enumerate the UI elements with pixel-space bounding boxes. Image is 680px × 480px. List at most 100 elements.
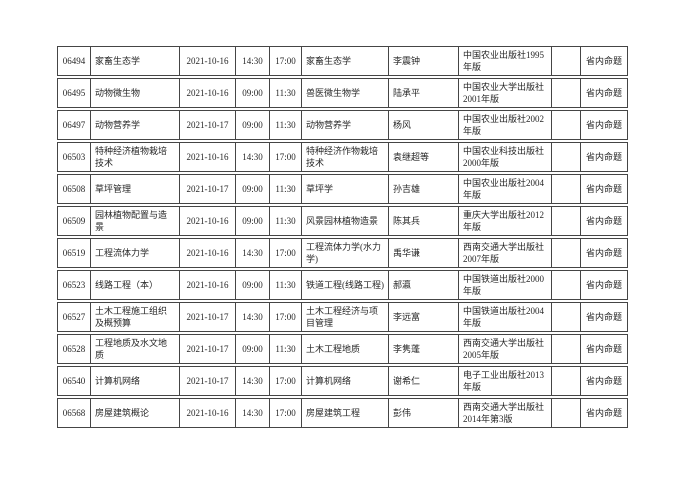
cell-publisher: 中国农业大学出版社2001年版 [458, 78, 551, 108]
cell-exam-mode: 省内命题 [580, 302, 628, 332]
cell-author: 郝瀛 [388, 270, 458, 300]
table-row: 06540 计算机网络 2021-10-17 14:30 17:00 计算机网络 谢希仁 电子… [57, 366, 628, 396]
cell-exam-date: 2021-10-17 [179, 110, 235, 140]
cell-course-name: 园林植物配置与造景 [90, 206, 179, 236]
cell-start-time: 09:00 [235, 206, 269, 236]
cell-exam-date: 2021-10-16 [179, 46, 235, 76]
exam-schedule-table: 06494 家畜生态学 2021-10-16 14:30 17:00 家畜生态学 李震钟 中国… [57, 44, 628, 430]
cell-exam-mode: 省内命题 [580, 334, 628, 364]
cell-end-time: 17:00 [269, 142, 301, 172]
cell-author: 陈其兵 [388, 206, 458, 236]
cell-course-code: 06568 [57, 398, 90, 428]
cell-blank [551, 206, 580, 236]
cell-textbook-name: 兽医微生物学 [301, 78, 388, 108]
table-row: 06527 土木工程施工组织及概预算 2021-10-17 14:30 17:00 土木工… [57, 302, 628, 332]
cell-textbook-name: 土木工程经济与项目管理 [301, 302, 388, 332]
cell-start-time: 14:30 [235, 238, 269, 268]
cell-exam-date: 2021-10-16 [179, 270, 235, 300]
table-row: 06519 工程流体力学 2021-10-16 14:30 17:00 工程流体力学(水力… [57, 238, 628, 268]
cell-exam-mode: 省内命题 [580, 206, 628, 236]
cell-exam-mode: 省内命题 [580, 142, 628, 172]
cell-blank [551, 334, 580, 364]
table-row: 06495 动物微生物 2021-10-16 09:00 11:30 兽医微生物学 陆承平中… [57, 78, 628, 108]
cell-author: 彭伟 [388, 398, 458, 428]
cell-end-time: 11:30 [269, 174, 301, 204]
cell-end-time: 17:00 [269, 398, 301, 428]
cell-exam-mode: 省内命题 [580, 270, 628, 300]
cell-course-name: 计算机网络 [90, 366, 179, 396]
cell-author: 孙吉雄 [388, 174, 458, 204]
cell-exam-date: 2021-10-17 [179, 334, 235, 364]
cell-course-name: 特种经济植物栽培技术 [90, 142, 179, 172]
cell-course-code: 06494 [57, 46, 90, 76]
cell-blank [551, 302, 580, 332]
table-row: 06497 动物营养学 2021-10-17 09:00 11:30 动物营养学 杨风 中国农… [57, 110, 628, 140]
cell-textbook-name: 特种经济作物栽培技术 [301, 142, 388, 172]
cell-exam-mode: 省内命题 [580, 46, 628, 76]
cell-textbook-name: 动物营养学 [301, 110, 388, 140]
cell-blank [551, 270, 580, 300]
cell-textbook-name: 工程流体力学(水力学) [301, 238, 388, 268]
cell-publisher: 中国农业出版社2004年版 [458, 174, 551, 204]
cell-exam-mode: 省内命题 [580, 174, 628, 204]
cell-blank [551, 78, 580, 108]
cell-start-time: 14:30 [235, 302, 269, 332]
cell-course-code: 06495 [57, 78, 90, 108]
cell-course-code: 06519 [57, 238, 90, 268]
cell-textbook-name: 风景园林植物造景 [301, 206, 388, 236]
table-row: 06494 家畜生态学 2021-10-16 14:30 17:00 家畜生态学 李震钟 中国… [57, 46, 628, 76]
cell-author: 李隽蓬 [388, 334, 458, 364]
table-row: 06523 线路工程（本） 2021-10-16 09:00 11:30 铁道工程(线路工… [57, 270, 628, 300]
cell-textbook-name: 草坪学 [301, 174, 388, 204]
cell-author: 陆承平 [388, 78, 458, 108]
cell-start-time: 14:30 [235, 398, 269, 428]
cell-start-time: 09:00 [235, 270, 269, 300]
cell-publisher: 西南交通大学出版社2005年版 [458, 334, 551, 364]
cell-publisher: 中国农业出版社2002年版 [458, 110, 551, 140]
cell-start-time: 14:30 [235, 46, 269, 76]
cell-textbook-name: 家畜生态学 [301, 46, 388, 76]
cell-course-code: 06523 [57, 270, 90, 300]
cell-textbook-name: 计算机网络 [301, 366, 388, 396]
cell-blank [551, 174, 580, 204]
cell-end-time: 17:00 [269, 238, 301, 268]
table-row: 06568 房屋建筑概论 2021-10-16 14:30 17:00 房屋建筑工程 彭伟西… [57, 398, 628, 428]
cell-exam-date: 2021-10-17 [179, 366, 235, 396]
cell-course-name: 动物微生物 [90, 78, 179, 108]
cell-publisher: 中国铁道出版社2004年版 [458, 302, 551, 332]
cell-course-name: 工程地质及水文地质 [90, 334, 179, 364]
cell-end-time: 11:30 [269, 110, 301, 140]
cell-exam-date: 2021-10-16 [179, 206, 235, 236]
cell-end-time: 11:30 [269, 270, 301, 300]
cell-publisher: 中国农业出版社1995年版 [458, 46, 551, 76]
cell-course-name: 家畜生态学 [90, 46, 179, 76]
cell-textbook-name: 房屋建筑工程 [301, 398, 388, 428]
cell-course-code: 06497 [57, 110, 90, 140]
cell-publisher: 电子工业出版社2013年版 [458, 366, 551, 396]
cell-end-time: 11:30 [269, 334, 301, 364]
cell-exam-date: 2021-10-16 [179, 398, 235, 428]
cell-start-time: 09:00 [235, 78, 269, 108]
table-row: 06508 草坪管理 2021-10-17 09:00 11:30 草坪学 孙吉雄 中国农业出… [57, 174, 628, 204]
cell-publisher: 中国铁道出版社2000年版 [458, 270, 551, 300]
cell-exam-mode: 省内命题 [580, 110, 628, 140]
cell-exam-mode: 省内命题 [580, 78, 628, 108]
cell-course-name: 土木工程施工组织及概预算 [90, 302, 179, 332]
cell-end-time: 11:30 [269, 78, 301, 108]
cell-author: 谢希仁 [388, 366, 458, 396]
cell-textbook-name: 土木工程地质 [301, 334, 388, 364]
cell-end-time: 17:00 [269, 46, 301, 76]
cell-start-time: 14:30 [235, 142, 269, 172]
table-row: 06503 特种经济植物栽培技术 2021-10-16 14:30 17:00 特种经济作… [57, 142, 628, 172]
cell-exam-date: 2021-10-16 [179, 142, 235, 172]
cell-blank [551, 142, 580, 172]
cell-course-name: 房屋建筑概论 [90, 398, 179, 428]
cell-blank [551, 46, 580, 76]
cell-author: 禹华谦 [388, 238, 458, 268]
cell-start-time: 09:00 [235, 110, 269, 140]
cell-exam-mode: 省内命题 [580, 398, 628, 428]
cell-course-name: 工程流体力学 [90, 238, 179, 268]
table-row: 06509 园林植物配置与造景 2021-10-16 09:00 11:30 风景园林植物… [57, 206, 628, 236]
cell-publisher: 中国农业科技出版社2000年版 [458, 142, 551, 172]
